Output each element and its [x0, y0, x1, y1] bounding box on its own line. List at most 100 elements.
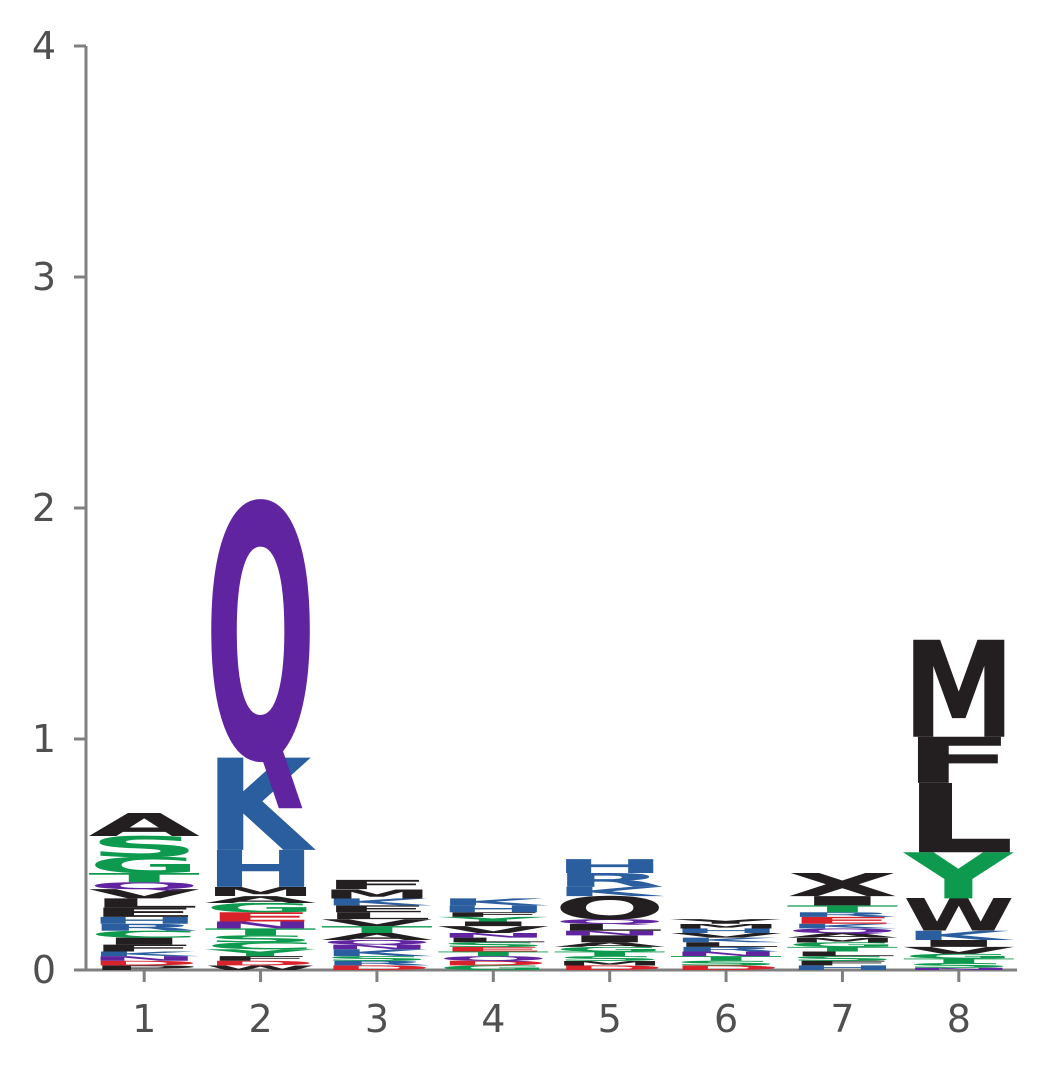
- logo-letter: A: [205, 894, 317, 905]
- logo-letter: T: [670, 955, 782, 962]
- logo-letter: N: [88, 955, 200, 962]
- logo-letter: N: [205, 920, 317, 931]
- logo-letter: V: [321, 917, 433, 928]
- y-tick-label: 4: [32, 24, 56, 68]
- logo-letter: V: [88, 887, 200, 902]
- logo-letter: M: [554, 959, 666, 966]
- y-tick-label: 0: [32, 948, 56, 992]
- y-axis: 0 1 2 3 4: [32, 24, 88, 992]
- logo-letter: V: [670, 932, 782, 939]
- logo-letter: C: [88, 929, 200, 940]
- x-tick-label: 1: [132, 997, 156, 1041]
- logo-letter: D: [205, 960, 317, 967]
- logo-letter: D: [437, 960, 549, 967]
- logo-letter: R: [787, 911, 899, 918]
- logo-letter: Q: [554, 918, 666, 925]
- logo-letter: F: [437, 911, 549, 918]
- logo-letter: M: [787, 936, 899, 943]
- logo-letter: F: [903, 725, 1015, 798]
- logo-letter: I: [437, 920, 549, 927]
- logo-letter: F: [787, 960, 899, 967]
- logo-letter: H: [88, 915, 200, 926]
- logo-letter: K: [321, 897, 432, 908]
- logo-letter: V: [903, 945, 1015, 956]
- logo-letter: T: [321, 924, 433, 935]
- logo-letter: D: [554, 964, 666, 971]
- logo-letter: Q: [321, 939, 433, 946]
- logo-letter: A: [787, 932, 899, 939]
- logo-letter: L: [903, 765, 1015, 875]
- logo-letter: T: [88, 871, 200, 886]
- logo-letter: Y: [436, 916, 549, 923]
- logo-letter: G: [437, 964, 549, 971]
- logo-letter: S: [787, 955, 899, 962]
- logo-letter: F: [321, 877, 433, 892]
- x-tick-label: 3: [365, 997, 389, 1041]
- logo-letter: Q: [787, 927, 899, 934]
- logo-letter: N: [903, 967, 1015, 971]
- logo-letter: M: [903, 615, 1015, 769]
- logo-letter: R: [88, 922, 200, 933]
- logo-letter: T: [437, 950, 549, 957]
- logo-letter: K: [205, 733, 316, 880]
- logo-letter: S: [670, 959, 782, 966]
- logo-letter: R: [554, 869, 666, 891]
- logo-letter: H: [787, 964, 899, 971]
- logo-letter: L: [88, 896, 200, 911]
- x-tick-label: 4: [481, 997, 505, 1041]
- logo-letter: S: [554, 955, 666, 962]
- logo-letter: L: [787, 950, 899, 957]
- letter-stacks: PDNKFICRHELVQTGSAWDFYCSTNEGAMHKQDRSKNQAT…: [88, 436, 1014, 972]
- logo-letter: D: [321, 964, 433, 971]
- logo-letter: Y: [902, 840, 1014, 914]
- logo-letter: A: [554, 941, 666, 948]
- logo-letter: T: [554, 950, 666, 957]
- logo-letter: Q: [88, 880, 200, 891]
- logo-letter: P: [88, 964, 200, 971]
- logo-letter: T: [205, 927, 317, 938]
- x-tick-label: 2: [248, 997, 272, 1041]
- logo-letter: M: [321, 887, 433, 902]
- logo-letter: N: [321, 943, 433, 950]
- logo-letter: E: [205, 910, 317, 925]
- logo-letter: N: [670, 950, 782, 957]
- logo-letter: N: [554, 930, 666, 937]
- x-tick-label: 8: [947, 997, 971, 1041]
- logo-letter: M: [670, 923, 782, 930]
- logo-letter: N: [437, 932, 549, 939]
- logo-letter: G: [88, 853, 200, 879]
- logo-letter: I: [88, 936, 200, 947]
- logo-letter: H: [670, 927, 782, 934]
- logo-letter: R: [670, 946, 782, 953]
- logo-letter: G: [903, 953, 1015, 960]
- logo-letter: Y: [669, 918, 782, 925]
- logo-letter: F: [205, 955, 317, 962]
- logo-letter: K: [88, 950, 200, 957]
- logo-letter: D: [670, 964, 782, 971]
- logo-letter: C: [205, 940, 317, 951]
- logo-letter: M: [205, 884, 317, 899]
- logo-letter: L: [437, 936, 549, 943]
- x-tick-label: 6: [714, 997, 738, 1041]
- logo-letter: L: [554, 922, 666, 933]
- logo-letter: Q: [437, 955, 549, 962]
- logo-letter: V: [437, 924, 549, 935]
- logo-letter: E: [437, 946, 549, 953]
- x-tick-label: 7: [830, 997, 854, 1041]
- logo-letter: K: [903, 928, 1014, 943]
- logo-letter: S: [205, 933, 317, 944]
- logo-letter: Q: [205, 436, 317, 841]
- logo-letter: R: [321, 960, 433, 967]
- logo-letter: O: [554, 890, 666, 927]
- logo-letter: L: [321, 910, 433, 921]
- y-tick-label: 1: [32, 717, 56, 761]
- logo-letter: W: [205, 964, 317, 971]
- logo-letter: S: [437, 941, 549, 948]
